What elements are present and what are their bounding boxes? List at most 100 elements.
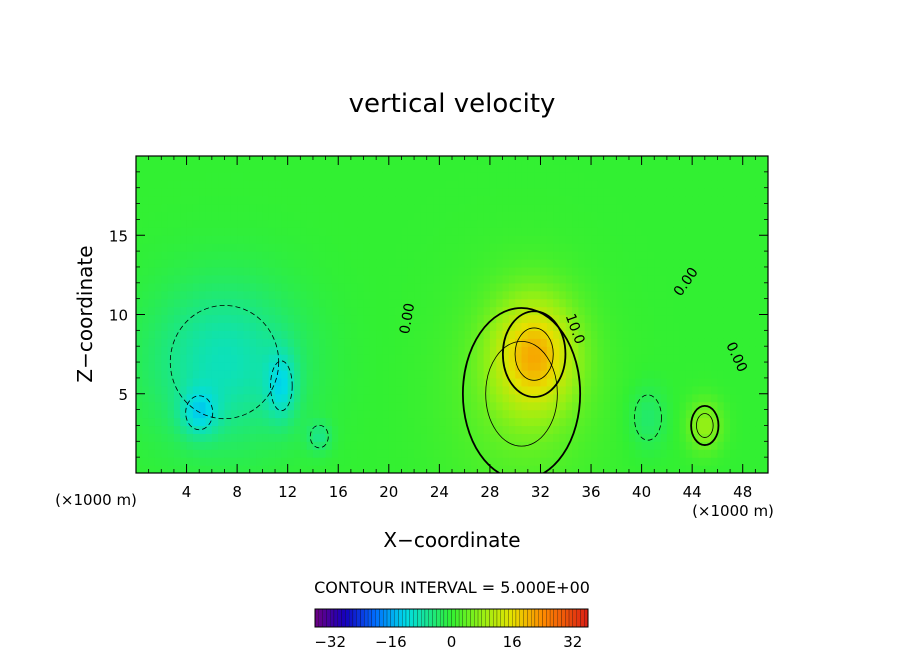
heatmap-cell xyxy=(306,227,314,236)
heatmap-cell xyxy=(426,163,434,173)
heatmap-cell xyxy=(148,306,156,316)
heatmap-cell xyxy=(654,251,662,260)
heatmap-cell xyxy=(161,203,169,213)
x-tick-label: 40 xyxy=(632,483,651,501)
heatmap-cell xyxy=(363,385,371,395)
heatmap-cell xyxy=(622,377,630,387)
heatmap-cell xyxy=(388,322,396,331)
heatmap-cell xyxy=(591,433,598,442)
heatmap-cell xyxy=(521,354,529,363)
heatmap-cell xyxy=(477,465,485,473)
heatmap-cell xyxy=(666,330,674,339)
heatmap-cell xyxy=(483,211,491,221)
heatmap-cell xyxy=(350,282,358,292)
heatmap-cell xyxy=(692,274,700,284)
heatmap-cell xyxy=(180,369,188,379)
heatmap-cell xyxy=(414,282,421,292)
heatmap-cell xyxy=(312,219,320,228)
heatmap-cell xyxy=(218,354,226,363)
heatmap-cell xyxy=(736,433,744,442)
heatmap-cell xyxy=(338,211,346,221)
heatmap-cell xyxy=(584,433,592,442)
heatmap-cell xyxy=(527,346,535,355)
heatmap-cell xyxy=(610,314,617,324)
heatmap-cell xyxy=(426,433,434,442)
heatmap-cell xyxy=(565,377,573,387)
heatmap-cell xyxy=(243,251,251,260)
heatmap-cell xyxy=(527,417,535,427)
heatmap-cell xyxy=(647,417,655,427)
heatmap-cell xyxy=(382,441,390,450)
heatmap-cell xyxy=(704,425,712,434)
heatmap-cell xyxy=(414,243,421,252)
heatmap-cell xyxy=(401,156,409,165)
heatmap-cell xyxy=(426,219,434,228)
heatmap-cell xyxy=(591,465,598,473)
heatmap-cell xyxy=(641,179,649,189)
heatmap-cell xyxy=(268,227,276,236)
heatmap-cell xyxy=(199,306,207,316)
heatmap-cell xyxy=(344,219,352,228)
heatmap-cell xyxy=(647,211,655,221)
heatmap-cell xyxy=(540,227,548,236)
heatmap-cell xyxy=(407,354,415,363)
heatmap-cell xyxy=(167,330,175,339)
heatmap-cell xyxy=(230,362,238,371)
heatmap-cell xyxy=(230,211,238,221)
heatmap-cell xyxy=(414,314,421,324)
heatmap-cell xyxy=(294,298,301,308)
heatmap-cell xyxy=(167,409,175,419)
heatmap-cell xyxy=(685,179,693,189)
heatmap-cell xyxy=(603,441,611,450)
heatmap-cell xyxy=(628,401,636,411)
heatmap-cell xyxy=(243,195,251,205)
heatmap-cell xyxy=(647,298,655,308)
colorbar-swatch xyxy=(436,608,441,628)
heatmap-cell xyxy=(230,227,238,236)
heatmap-cell xyxy=(698,243,706,252)
heatmap-cell xyxy=(470,346,478,355)
heatmap-cell xyxy=(268,338,276,347)
heatmap-cell xyxy=(610,243,617,252)
heatmap-cell xyxy=(243,187,251,197)
heatmap-cell xyxy=(281,314,289,324)
heatmap-cell xyxy=(186,362,194,371)
heatmap-cell xyxy=(173,274,181,284)
heatmap-cell xyxy=(154,282,162,292)
heatmap-cell xyxy=(654,235,662,244)
heatmap-cell xyxy=(597,441,605,450)
heatmap-cell xyxy=(445,274,453,284)
heatmap-cell xyxy=(382,298,390,308)
heatmap-cell xyxy=(237,211,245,221)
heatmap-cell xyxy=(331,385,339,395)
heatmap-cell xyxy=(426,179,434,189)
heatmap-cell xyxy=(180,409,188,419)
heatmap-cell xyxy=(502,219,510,228)
heatmap-cell xyxy=(666,433,674,442)
heatmap-cell xyxy=(154,465,162,473)
heatmap-cell xyxy=(603,187,611,197)
heatmap-cell xyxy=(376,282,384,292)
heatmap-cell xyxy=(666,385,674,395)
heatmap-cell xyxy=(553,243,561,252)
heatmap-cell xyxy=(154,338,162,347)
heatmap-cell xyxy=(249,227,257,236)
heatmap-cell xyxy=(161,338,169,347)
heatmap-cell xyxy=(401,322,409,331)
heatmap-cell xyxy=(142,465,150,473)
heatmap-cell xyxy=(312,274,320,284)
heatmap-cell xyxy=(294,377,301,387)
heatmap-cell xyxy=(540,449,548,458)
heatmap-cell xyxy=(464,457,472,466)
heatmap-cell xyxy=(660,393,668,403)
heatmap-cell xyxy=(730,171,737,181)
heatmap-cell xyxy=(685,266,693,276)
heatmap-cell xyxy=(363,306,371,316)
heatmap-cell xyxy=(401,274,409,284)
heatmap-cell xyxy=(730,362,737,371)
heatmap-cell xyxy=(603,338,611,347)
heatmap-cell xyxy=(698,385,706,395)
heatmap-cell xyxy=(660,274,668,284)
heatmap-cell xyxy=(142,243,150,252)
heatmap-cell xyxy=(635,441,643,450)
